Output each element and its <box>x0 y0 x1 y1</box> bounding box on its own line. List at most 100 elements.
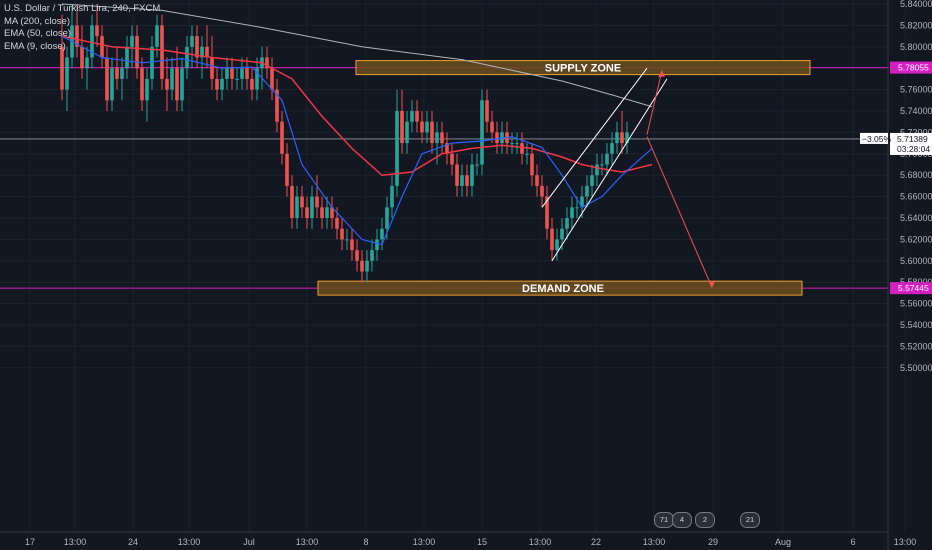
price-tick-label: 5.72000 <box>900 127 932 137</box>
candle-body <box>225 68 229 79</box>
candle-body <box>570 207 574 218</box>
demand-zone[interactable] <box>317 280 803 296</box>
candle-body <box>375 239 379 251</box>
time-tick-label: 24 <box>128 537 138 547</box>
event-marker-3[interactable]: 2 <box>695 512 715 528</box>
candle-body <box>515 143 519 145</box>
candle-body <box>135 36 139 69</box>
candle-body <box>235 78 239 80</box>
candle-body <box>125 46 129 69</box>
candle-body <box>355 250 359 261</box>
candle-body <box>265 57 269 69</box>
price-tick-label: 5.60000 <box>900 256 932 266</box>
event-marker-4[interactable]: 21 <box>740 512 760 528</box>
price-tick-label: 5.50000 <box>900 363 932 373</box>
candle-body <box>410 111 414 122</box>
candle-body <box>205 46 209 58</box>
candle-body <box>560 228 564 240</box>
candle-body <box>245 68 249 79</box>
candle-body <box>555 239 559 251</box>
candle-body <box>615 132 619 144</box>
ema50-line <box>61 35 653 176</box>
time-tick-label: 13:00 <box>178 537 201 547</box>
channel-lower-line <box>551 78 668 262</box>
price-tick-label: 5.52000 <box>900 341 932 351</box>
event-marker-1[interactable]: 71 <box>654 512 674 528</box>
candle-body <box>60 46 64 90</box>
candle-body <box>585 185 589 197</box>
candle-body <box>455 164 459 186</box>
event-marker-2[interactable]: 4 <box>672 512 692 528</box>
price-change-bg <box>860 132 888 144</box>
arrowhead-up <box>658 70 665 78</box>
candle-body <box>185 46 189 69</box>
candle-body <box>545 196 549 229</box>
chart-legend: U.S. Dollar / Turkish Lira, 240, FXCM MA… <box>4 3 160 53</box>
chart-grid <box>0 0 906 532</box>
candle-body <box>405 121 409 144</box>
candle-body <box>520 143 524 154</box>
price-tick-label: 5.84000 <box>900 0 932 9</box>
candle-body <box>330 207 334 218</box>
candle-body <box>120 68 124 79</box>
demand-price-label: 5.57445 <box>898 283 929 293</box>
zones: SUPPLY ZONE DEMAND ZONE <box>317 60 811 296</box>
ema9-legend[interactable]: EMA (9, close) <box>4 40 66 52</box>
time-tick-label: Jul <box>243 537 255 547</box>
ema50-legend[interactable]: EMA (50, close) <box>4 28 72 39</box>
candle-body <box>440 132 444 144</box>
candle-body <box>470 164 474 186</box>
drawings <box>541 67 715 288</box>
supply-zone[interactable] <box>355 60 811 76</box>
bar-countdown-label: 03:28:04 <box>897 144 930 154</box>
candle-body <box>605 153 609 165</box>
candle-body <box>275 89 279 122</box>
price-tick-label: 5.62000 <box>900 234 932 244</box>
candle-body <box>620 132 624 144</box>
price-tick-label: 5.80000 <box>900 42 932 52</box>
channel-upper-line <box>541 67 648 208</box>
candle-body <box>325 207 329 218</box>
candle-body <box>75 25 79 47</box>
candle-body <box>295 196 299 218</box>
candle-body <box>150 46 154 79</box>
candle-body <box>280 121 284 154</box>
time-axis[interactable]: 17 13:00 24 13:00 Jul 13:00 8 13:00 15 13:00 22 13:… <box>0 531 916 547</box>
price-tick-label: 5.54000 <box>900 320 932 330</box>
candle-body <box>580 196 584 208</box>
candle-body <box>210 57 214 79</box>
event-count: 71 <box>659 515 669 524</box>
candle-body <box>270 68 274 90</box>
candle-body <box>610 143 614 154</box>
candle-body <box>425 121 429 133</box>
candle-body <box>530 153 534 176</box>
price-tick-label: 5.74000 <box>900 106 932 116</box>
symbol-title[interactable]: U.S. Dollar / Turkish Lira, 240, FXCM <box>4 3 161 14</box>
candle-body <box>450 153 454 165</box>
candle-body <box>460 175 464 186</box>
event-count: 21 <box>745 515 755 524</box>
price-axis[interactable]: 5.840005.820005.800005.780005.760005.740… <box>887 0 932 550</box>
candle-body <box>485 100 489 122</box>
candle-body <box>130 36 134 47</box>
candle-body <box>420 121 424 133</box>
ma200-legend[interactable]: MA (200, close) <box>4 15 70 27</box>
candle-body <box>370 250 374 261</box>
candle-body <box>80 46 84 69</box>
candle-body <box>525 153 529 155</box>
candle-body <box>465 175 469 186</box>
candle-body <box>315 196 319 208</box>
current-price-tag <box>890 132 932 155</box>
ma200-line <box>61 3 653 108</box>
time-tick-label: 13:00 <box>64 537 87 547</box>
candle-body <box>340 228 344 240</box>
candle-body <box>190 36 194 47</box>
price-tick-label: 5.76000 <box>900 85 932 95</box>
price-tick-label: 5.68000 <box>900 170 932 180</box>
candle-body <box>575 207 579 209</box>
candle-body <box>110 68 114 101</box>
candles <box>60 4 629 283</box>
demand-price-tag <box>890 282 932 295</box>
projection-down-arrow <box>646 136 713 288</box>
